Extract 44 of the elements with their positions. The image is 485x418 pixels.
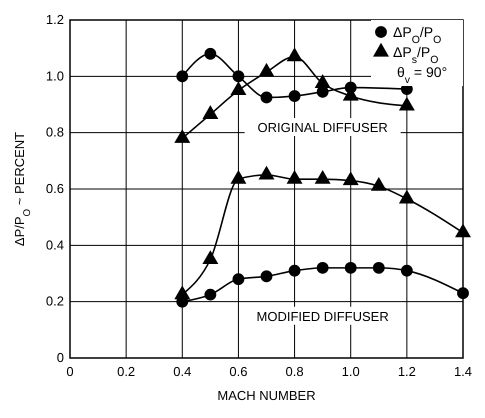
- legend-label: ΔP$_{s}$/P$_{O}$: [393, 44, 438, 66]
- point: [230, 170, 246, 184]
- x-tick-label: 1.0: [342, 364, 360, 379]
- x-tick-label: 1.2: [398, 364, 416, 379]
- point: [344, 262, 357, 274]
- x-tick-label: 0.4: [173, 364, 192, 379]
- y-tick-label: 0: [56, 350, 64, 365]
- point: [316, 262, 329, 274]
- point: [457, 287, 469, 300]
- annotation: θ$_{v}$ = 90°: [397, 64, 448, 86]
- x-tick-label: 0.6: [229, 364, 248, 379]
- point: [258, 166, 274, 180]
- y-tick-label: 1.2: [46, 12, 64, 27]
- point: [342, 171, 359, 186]
- point: [372, 262, 385, 274]
- y-tick-label: 1.0: [46, 68, 64, 84]
- point: [260, 270, 272, 282]
- y-tick-label: 0.6: [46, 181, 64, 196]
- x-axis-title: MACH NUMBER: [217, 388, 316, 403]
- point: [400, 264, 413, 277]
- x-tick-label: 0.2: [117, 364, 136, 379]
- point: [286, 47, 303, 62]
- point: [286, 170, 303, 184]
- y-tick-label: 0.4: [46, 237, 64, 252]
- point: [230, 81, 246, 96]
- point: [398, 96, 415, 111]
- point: [314, 74, 331, 88]
- x-tick-label: 0.8: [286, 364, 304, 379]
- point: [314, 170, 331, 184]
- y-tick-label: 0.2: [46, 294, 64, 309]
- point: [174, 129, 190, 143]
- annotation: MODIFIED DIFFUSER: [256, 308, 389, 324]
- point: [398, 190, 415, 204]
- y-tick-label: 0.8: [46, 124, 64, 140]
- x-tick-label: 0: [66, 364, 74, 379]
- point: [258, 62, 274, 77]
- point: [204, 288, 216, 301]
- point: [232, 273, 244, 286]
- point: [202, 105, 218, 119]
- annotation: ORIGINAL DIFFUSER: [258, 120, 388, 136]
- legend-label: ΔP$_{O}$/P$_{O}$: [393, 24, 442, 46]
- point: [288, 264, 300, 277]
- x-tick-label: 1.4: [454, 364, 472, 379]
- point: [370, 176, 387, 191]
